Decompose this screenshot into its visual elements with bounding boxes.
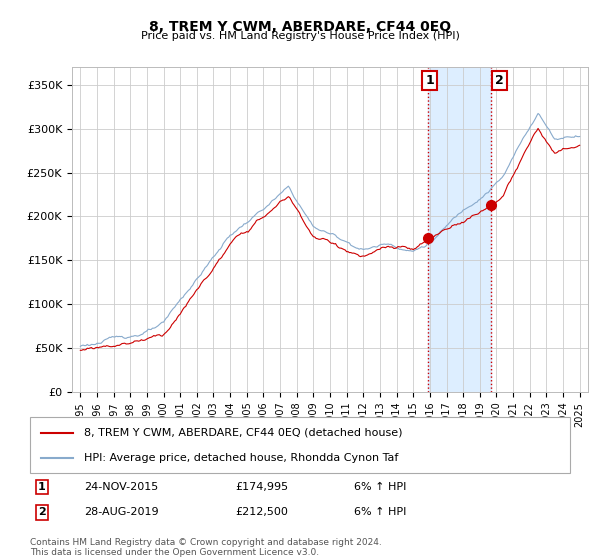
Text: HPI: Average price, detached house, Rhondda Cynon Taf: HPI: Average price, detached house, Rhon… — [84, 452, 398, 463]
Text: 1: 1 — [425, 74, 434, 87]
Bar — [428, 67, 491, 392]
Text: £212,500: £212,500 — [235, 507, 288, 517]
Text: 6% ↑ HPI: 6% ↑ HPI — [354, 507, 406, 517]
Text: 2: 2 — [495, 74, 503, 87]
Text: £174,995: £174,995 — [235, 482, 289, 492]
Text: 24-NOV-2015: 24-NOV-2015 — [84, 482, 158, 492]
Text: Price paid vs. HM Land Registry's House Price Index (HPI): Price paid vs. HM Land Registry's House … — [140, 31, 460, 41]
Text: 1: 1 — [38, 482, 46, 492]
Text: 8, TREM Y CWM, ABERDARE, CF44 0EQ: 8, TREM Y CWM, ABERDARE, CF44 0EQ — [149, 20, 451, 34]
Text: 28-AUG-2019: 28-AUG-2019 — [84, 507, 158, 517]
Text: 2: 2 — [38, 507, 46, 517]
Text: 8, TREM Y CWM, ABERDARE, CF44 0EQ (detached house): 8, TREM Y CWM, ABERDARE, CF44 0EQ (detac… — [84, 428, 403, 438]
Text: 6% ↑ HPI: 6% ↑ HPI — [354, 482, 406, 492]
Text: Contains HM Land Registry data © Crown copyright and database right 2024.
This d: Contains HM Land Registry data © Crown c… — [30, 538, 382, 557]
FancyBboxPatch shape — [30, 417, 570, 473]
